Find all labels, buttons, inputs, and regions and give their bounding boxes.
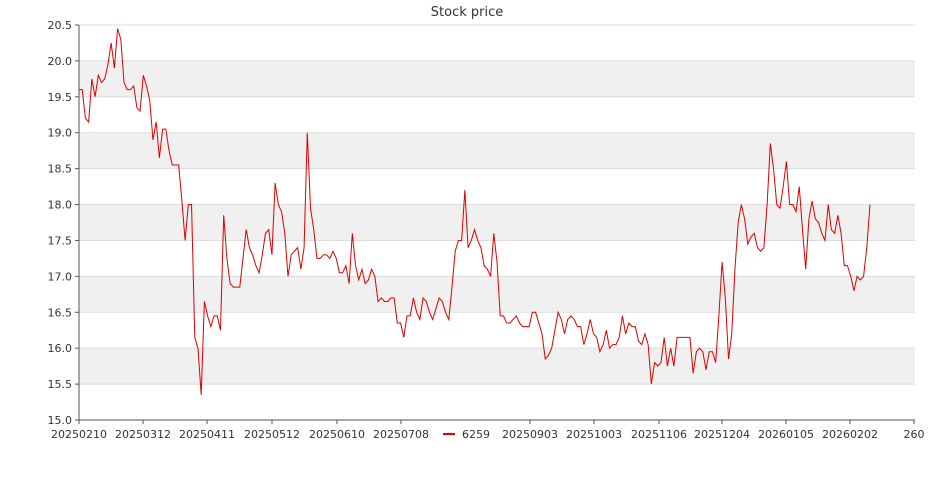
chart-title: Stock price	[431, 5, 503, 20]
x-tick-label: 20250411	[179, 428, 235, 441]
x-tick-label: 20251204	[694, 428, 750, 441]
y-tick-label: 18.5	[48, 163, 73, 176]
x-tick-label: 20250512	[244, 428, 300, 441]
y-axis-ticks: 15.0 15.5 16.0 16.5 17.0 17.5 18.0 18.5 19.0 19.5…	[48, 19, 79, 427]
y-tick-label: 15.0	[48, 414, 73, 427]
x-tick-label: 20250610	[309, 428, 365, 441]
x-tick-label: 20250210	[51, 428, 107, 441]
x-tick-label: 260	[904, 428, 925, 441]
legend-label-6259: 6259	[462, 428, 490, 441]
background-band	[79, 276, 915, 313]
series-line-6259	[79, 28, 871, 395]
background-bands	[79, 60, 915, 385]
y-tick-label: 17.5	[48, 234, 73, 247]
background-band	[79, 60, 915, 97]
x-tick-label: 20251106	[631, 428, 687, 441]
y-tick-label: 19.0	[48, 127, 73, 140]
background-band	[79, 348, 915, 385]
y-tick-label: 15.5	[48, 378, 73, 391]
x-tick-label: 20250312	[115, 428, 171, 441]
x-tick-label: 20250903	[502, 428, 558, 441]
y-tick-label: 20.0	[48, 55, 73, 68]
y-tick-label: 16.0	[48, 342, 73, 355]
y-tick-label: 19.5	[48, 91, 73, 104]
y-tick-label: 20.5	[48, 19, 73, 32]
gridlines	[79, 24, 915, 421]
axes	[78, 25, 915, 421]
background-band	[79, 132, 915, 169]
y-tick-label: 17.0	[48, 270, 73, 283]
x-tick-label: 20251003	[566, 428, 622, 441]
y-tick-label: 18.0	[48, 199, 73, 212]
legend: 6259	[443, 428, 490, 441]
x-tick-label: 20250708	[373, 428, 429, 441]
background-band	[79, 204, 915, 241]
y-tick-label: 16.5	[48, 306, 73, 319]
x-tick-label: 20260105	[758, 428, 814, 441]
x-tick-label: 20260202	[822, 428, 878, 441]
series-layer	[79, 28, 871, 395]
x-axis-ticks: 20250210 20250312 20250411 20250512 20250610…	[51, 420, 925, 441]
